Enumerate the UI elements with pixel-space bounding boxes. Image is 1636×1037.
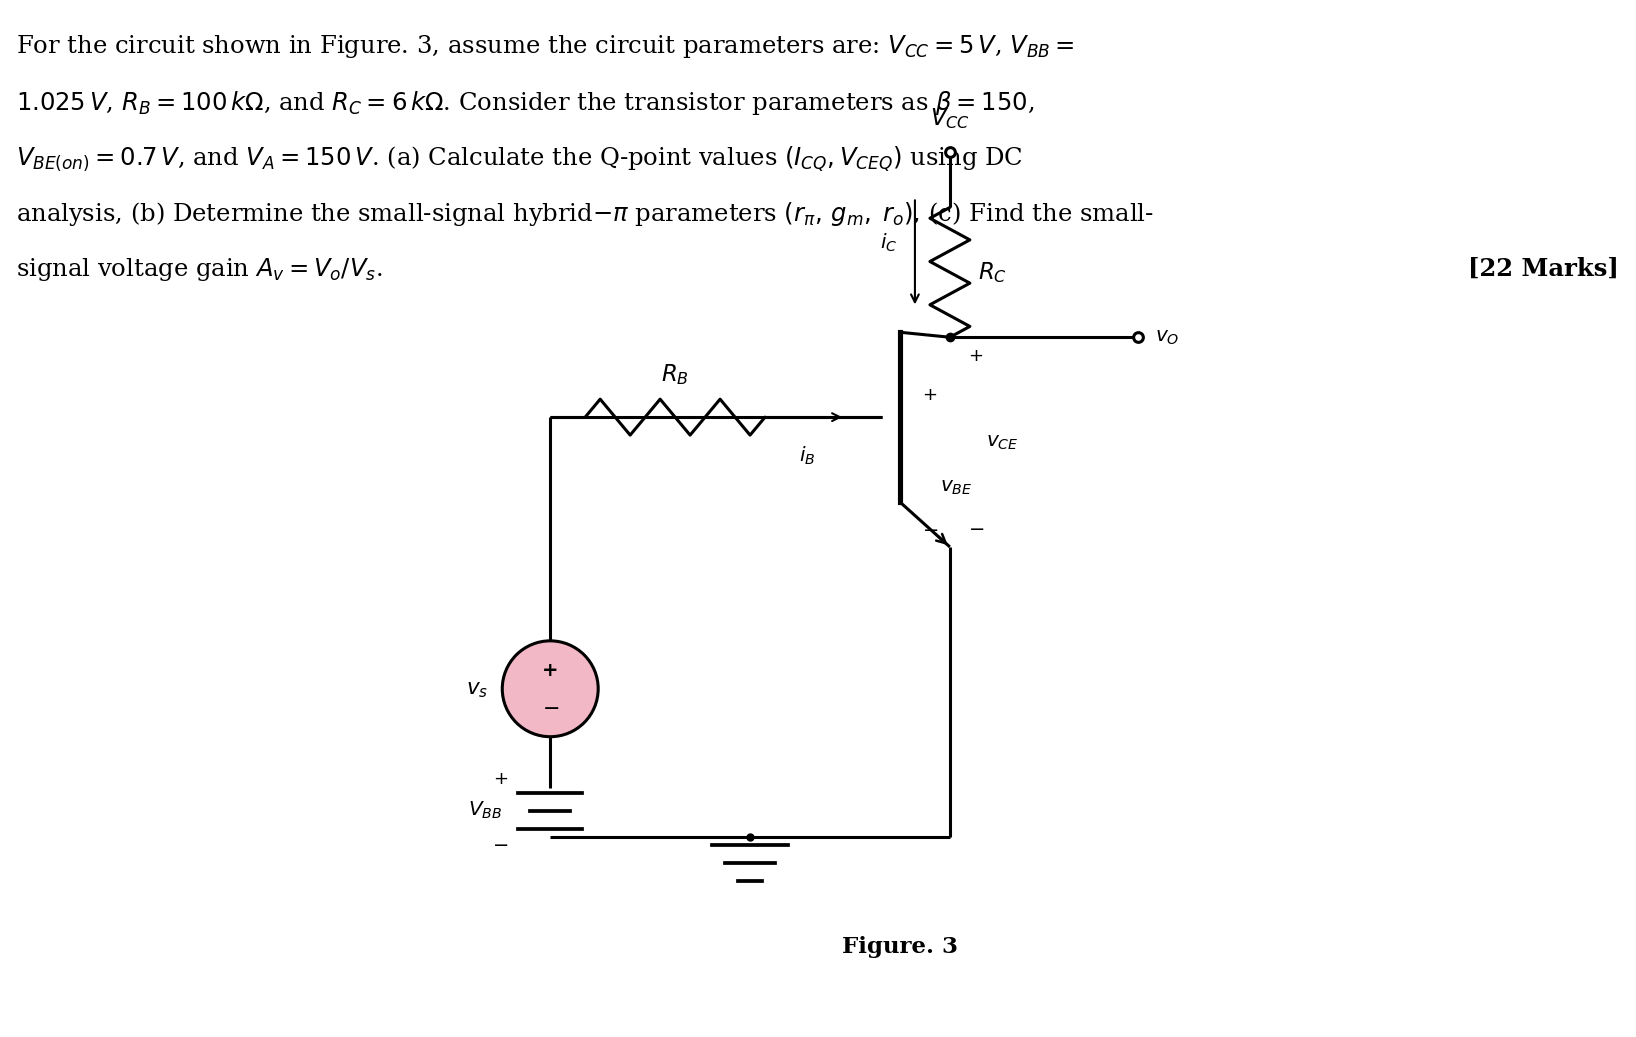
Text: $V_{CC}$: $V_{CC}$: [929, 106, 970, 131]
Text: $v_{BE}$: $v_{BE}$: [941, 478, 972, 497]
Text: signal voltage gain $A_v = V_o/V_s$.: signal voltage gain $A_v = V_o/V_s$.: [16, 256, 383, 283]
Text: Figure. 3: Figure. 3: [843, 936, 959, 958]
Text: $1.025\,V$, $R_B = 100\,k\Omega$, and $R_C = 6\,k\Omega$. Consider the transisto: $1.025\,V$, $R_B = 100\,k\Omega$, and $R…: [16, 88, 1034, 116]
Text: +: +: [542, 662, 558, 680]
Text: $v_s$: $v_s$: [466, 678, 488, 700]
Text: analysis, (b) Determine the small-signal hybrid$-\pi$ parameters $(r_{\pi},\, g_: analysis, (b) Determine the small-signal…: [16, 200, 1153, 228]
Text: $-$: $-$: [923, 520, 937, 538]
Text: For the circuit shown in Figure. 3, assume the circuit parameters are: $V_{CC} =: For the circuit shown in Figure. 3, assu…: [16, 32, 1075, 60]
Text: +: +: [494, 769, 509, 788]
Text: +: +: [923, 386, 937, 404]
Text: $R_C$: $R_C$: [978, 260, 1006, 285]
Text: $v_{CE}$: $v_{CE}$: [987, 432, 1019, 451]
Text: +: +: [969, 347, 983, 365]
Text: $-$: $-$: [969, 517, 985, 537]
Text: $i_C$: $i_C$: [880, 231, 897, 253]
Text: $V_{BE(on)} = 0.7\,V$, and $V_A = 150\,V$. (a) Calculate the Q-point values $\le: $V_{BE(on)} = 0.7\,V$, and $V_A = 150\,V…: [16, 144, 1022, 173]
Text: $v_O$: $v_O$: [1155, 328, 1180, 346]
Text: $-$: $-$: [542, 697, 560, 717]
Text: $R_B$: $R_B$: [661, 362, 689, 387]
Text: $V_{BB}$: $V_{BB}$: [468, 800, 502, 821]
Text: $i_B$: $i_B$: [800, 445, 816, 468]
Text: $-$: $-$: [492, 834, 509, 852]
Circle shape: [502, 641, 599, 736]
Text: [22 Marks]: [22 Marks]: [1469, 256, 1620, 280]
